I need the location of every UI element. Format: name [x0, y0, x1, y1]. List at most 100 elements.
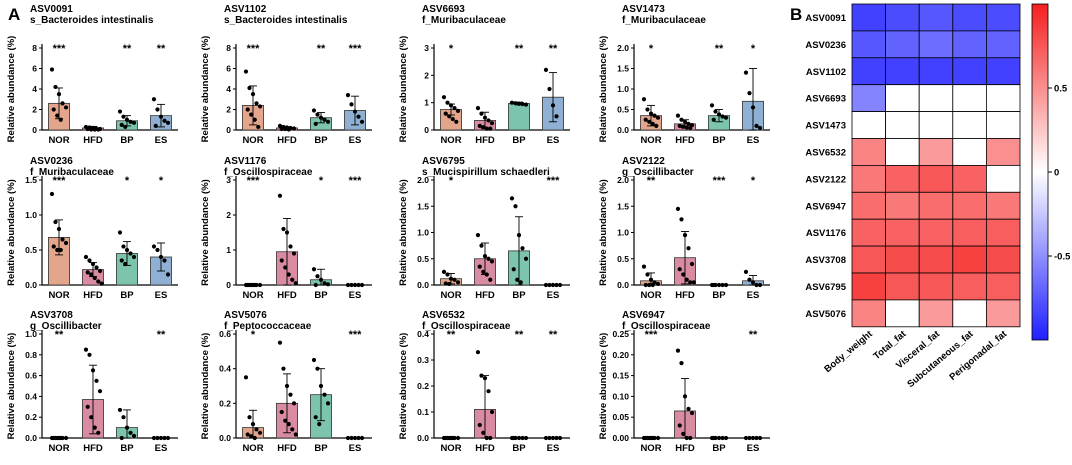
- y-tick-label: 2: [226, 210, 231, 220]
- panel-subtitle: g_Oscillibacter: [622, 167, 694, 178]
- category-label: HFD: [277, 443, 297, 454]
- data-point: [96, 430, 101, 435]
- data-point: [743, 70, 749, 75]
- data-point: [97, 268, 103, 274]
- data-point: [349, 102, 354, 107]
- data-point: [121, 415, 126, 420]
- significance-marker: ***: [349, 175, 363, 187]
- significance-marker: *: [319, 175, 324, 187]
- data-point: [151, 244, 157, 249]
- category-label: NOR: [440, 290, 461, 301]
- data-point: [158, 114, 164, 119]
- data-point: [682, 394, 688, 399]
- heatmap-cell: [952, 57, 987, 86]
- heatmap-cell: [986, 191, 1021, 220]
- data-point: [322, 117, 327, 122]
- data-point: [89, 272, 94, 277]
- category-label: BP: [120, 290, 134, 301]
- y-tick-label: 3: [424, 43, 429, 53]
- data-point: [516, 435, 522, 441]
- data-point: [51, 435, 56, 441]
- data-point: [679, 217, 684, 222]
- y-axis-label: Relative abundance (%): [398, 179, 409, 286]
- heatmap-cell: [986, 299, 1021, 328]
- category-label: ES: [747, 290, 760, 301]
- y-tick-label: 0.00: [612, 433, 629, 443]
- data-point: [352, 282, 358, 288]
- data-point: [482, 115, 488, 120]
- category-label: ES: [747, 135, 760, 146]
- data-point: [158, 254, 164, 260]
- data-point: [447, 114, 452, 119]
- category-label: HFD: [83, 290, 103, 301]
- data-point: [151, 97, 157, 102]
- significance-marker: *: [649, 43, 654, 55]
- y-axis-label: Relative abundance (%): [398, 36, 409, 143]
- significance-marker: **: [749, 329, 758, 341]
- y-tick-label: 0.4: [219, 364, 231, 374]
- data-point: [165, 435, 171, 441]
- significance-marker: *: [751, 43, 756, 55]
- heatmap-cell: [851, 30, 886, 59]
- data-point: [249, 112, 254, 117]
- data-point: [475, 106, 481, 111]
- heatmap-cell: [918, 272, 954, 301]
- data-point: [63, 105, 69, 110]
- heatmap-cell: [918, 57, 954, 86]
- colorbar-tick-label: 0.5: [1054, 84, 1068, 95]
- data-point: [119, 435, 124, 441]
- data-point: [477, 123, 482, 128]
- heatmap-cell: [885, 218, 920, 247]
- y-tick-label: 4: [226, 84, 231, 94]
- heatmap-col-label: Perigonadal_fat: [947, 328, 1009, 383]
- data-point: [128, 251, 133, 256]
- category-label: BP: [512, 443, 526, 454]
- data-point: [356, 435, 361, 441]
- data-point: [750, 280, 756, 285]
- data-point: [60, 101, 65, 106]
- data-point: [543, 282, 549, 288]
- data-point: [279, 258, 284, 263]
- data-point: [123, 124, 128, 130]
- heatmap-cell: [986, 218, 1021, 247]
- heatmap-cell: [986, 138, 1021, 166]
- data-point: [747, 91, 752, 96]
- significance-marker: **: [123, 43, 132, 55]
- panel-title: ASV6947: [622, 310, 665, 321]
- data-point: [124, 117, 130, 122]
- data-point: [325, 119, 331, 124]
- y-tick-label: 1.5: [25, 175, 37, 185]
- data-point: [277, 340, 283, 345]
- data-point: [254, 101, 259, 106]
- category-label: ES: [547, 135, 560, 146]
- y-tick-label: 1.5: [417, 201, 429, 211]
- data-point: [243, 69, 249, 74]
- data-point: [550, 435, 556, 441]
- data-point: [681, 431, 686, 436]
- data-point: [647, 282, 652, 288]
- y-tick-label: 2.0: [417, 175, 429, 185]
- data-point: [281, 226, 286, 232]
- data-point: [488, 435, 493, 441]
- data-point: [486, 256, 491, 261]
- data-point: [92, 425, 97, 430]
- data-point: [645, 272, 650, 277]
- data-point: [293, 432, 298, 437]
- heatmap-row-label: ASV0091: [805, 13, 846, 24]
- data-point: [247, 415, 252, 420]
- category-label: ES: [155, 290, 168, 301]
- heatmap-cell: [952, 138, 987, 166]
- data-point: [256, 124, 261, 130]
- data-point: [643, 435, 648, 441]
- heatmap-cell: [851, 299, 886, 328]
- data-point: [689, 261, 695, 267]
- significance-marker: ***: [645, 329, 659, 341]
- data-point: [51, 107, 56, 112]
- significance-marker: **: [157, 329, 166, 341]
- category-label: BP: [712, 290, 726, 301]
- data-point: [247, 85, 252, 91]
- data-point: [688, 125, 693, 131]
- heatmap-cell: [851, 111, 886, 139]
